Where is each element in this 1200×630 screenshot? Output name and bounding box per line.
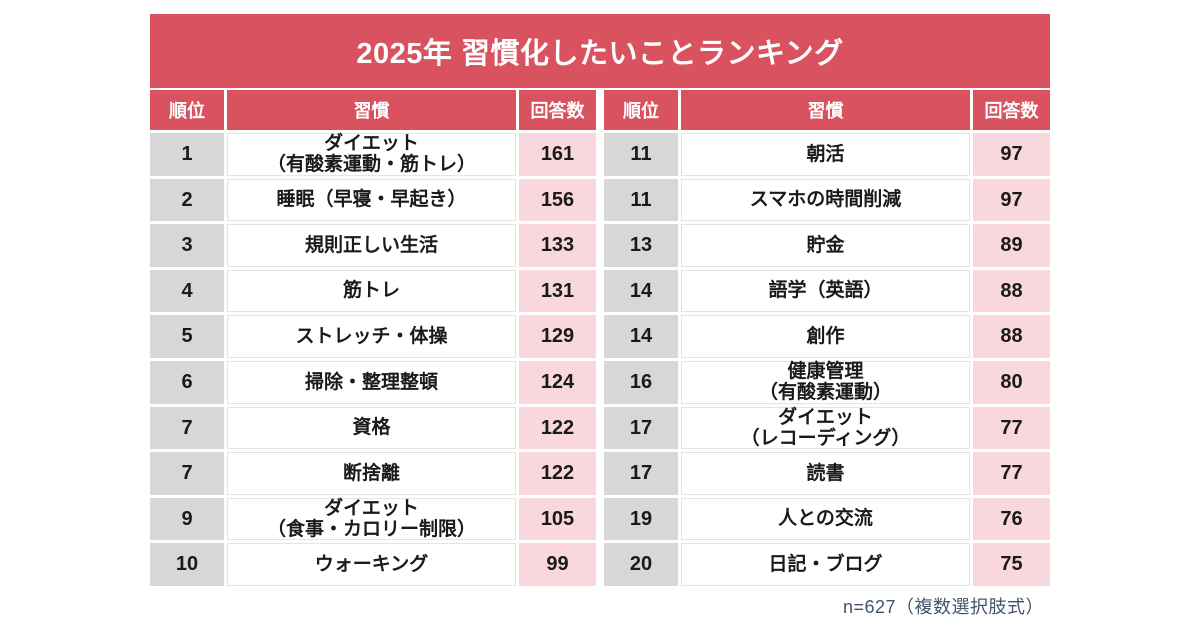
count-cell: 122 (519, 452, 596, 495)
count-cell: 76 (973, 497, 1050, 541)
rank-cell: 19 (604, 497, 678, 541)
rank-cell: 3 (150, 224, 224, 267)
ranking-tables: 順位 習慣 回答数 1 ダイエット （有酸素運動・筋トレ） 161 2 睡眠（早寝・早起… (150, 90, 1050, 586)
column-header-rank: 順位 (150, 90, 224, 130)
rank-cell: 14 (604, 269, 678, 313)
column-header-count: 回答数 (519, 90, 596, 130)
column-header-habit: 習慣 (681, 90, 970, 130)
habit-cell: 創作 (681, 315, 970, 358)
habit-cell: ストレッチ・体操 (227, 315, 516, 358)
count-cell: 89 (973, 224, 1050, 267)
count-cell: 88 (973, 315, 1050, 358)
sample-size-note: n=627（複数選択肢式） (842, 596, 1044, 617)
rank-cell: 1 (150, 133, 224, 176)
count-cell: 161 (519, 133, 596, 176)
rank-cell: 10 (150, 543, 224, 586)
rank-cell: 2 (150, 178, 224, 222)
count-cell: 156 (519, 178, 596, 222)
title-bar: 2025年 習慣化したいことランキング (150, 14, 1050, 88)
habit-cell: 語学（英語） (681, 269, 970, 313)
habit-cell: 貯金 (681, 224, 970, 267)
count-cell: 77 (973, 452, 1050, 495)
count-cell: 77 (973, 406, 1050, 450)
habit-cell: ダイエット （食事・カロリー制限） (227, 497, 516, 541)
count-cell: 133 (519, 224, 596, 267)
habit-cell: 筋トレ (227, 269, 516, 313)
ranking-board: 2025年 習慣化したいことランキング 順位 習慣 回答数 1 ダイエット （有酸… (150, 14, 1050, 619)
count-cell: 75 (973, 543, 1050, 586)
habit-cell: スマホの時間削減 (681, 178, 970, 222)
habit-cell: ウォーキング (227, 543, 516, 586)
column-header-habit: 習慣 (227, 90, 516, 130)
rank-cell: 16 (604, 360, 678, 404)
count-cell: 99 (519, 543, 596, 586)
count-cell: 124 (519, 360, 596, 404)
habit-cell: 朝活 (681, 133, 970, 176)
count-cell: 129 (519, 315, 596, 358)
page-title: 2025年 習慣化したいことランキング (356, 38, 844, 70)
rank-cell: 17 (604, 452, 678, 495)
count-cell: 97 (973, 133, 1050, 176)
habit-cell: 睡眠（早寝・早起き） (227, 178, 516, 222)
rank-cell: 13 (604, 224, 678, 267)
count-cell: 105 (519, 497, 596, 541)
rank-cell: 5 (150, 315, 224, 358)
count-cell: 88 (973, 269, 1050, 313)
rank-cell: 20 (604, 543, 678, 586)
rank-cell: 11 (604, 178, 678, 222)
habit-cell: 日記・ブログ (681, 543, 970, 586)
rank-cell: 6 (150, 360, 224, 404)
rank-cell: 9 (150, 497, 224, 541)
rank-cell: 7 (150, 452, 224, 495)
habit-cell: 人との交流 (681, 497, 970, 541)
habit-cell: ダイエット （レコーディング） (681, 406, 970, 450)
rank-cell: 14 (604, 315, 678, 358)
habit-cell: 読書 (681, 452, 970, 495)
count-cell: 80 (973, 360, 1050, 404)
ranking-table-left: 順位 習慣 回答数 1 ダイエット （有酸素運動・筋トレ） 161 2 睡眠（早寝・早起… (150, 90, 596, 586)
habit-cell: ダイエット （有酸素運動・筋トレ） (227, 133, 516, 176)
rank-cell: 11 (604, 133, 678, 176)
count-cell: 97 (973, 178, 1050, 222)
ranking-table-right: 順位 習慣 回答数 11 朝活 97 11 スマホの時間削減 97 13 貯金 89 14 語学（英… (604, 90, 1050, 586)
habit-cell: 断捨離 (227, 452, 516, 495)
habit-cell: 資格 (227, 406, 516, 450)
column-header-count: 回答数 (973, 90, 1050, 130)
habit-cell: 掃除・整理整頓 (227, 360, 516, 404)
column-header-rank: 順位 (604, 90, 678, 130)
habit-cell: 健康管理 （有酸素運動） (681, 360, 970, 404)
rank-cell: 17 (604, 406, 678, 450)
count-cell: 122 (519, 406, 596, 450)
rank-cell: 4 (150, 269, 224, 313)
rank-cell: 7 (150, 406, 224, 450)
habit-cell: 規則正しい生活 (227, 224, 516, 267)
count-cell: 131 (519, 269, 596, 313)
